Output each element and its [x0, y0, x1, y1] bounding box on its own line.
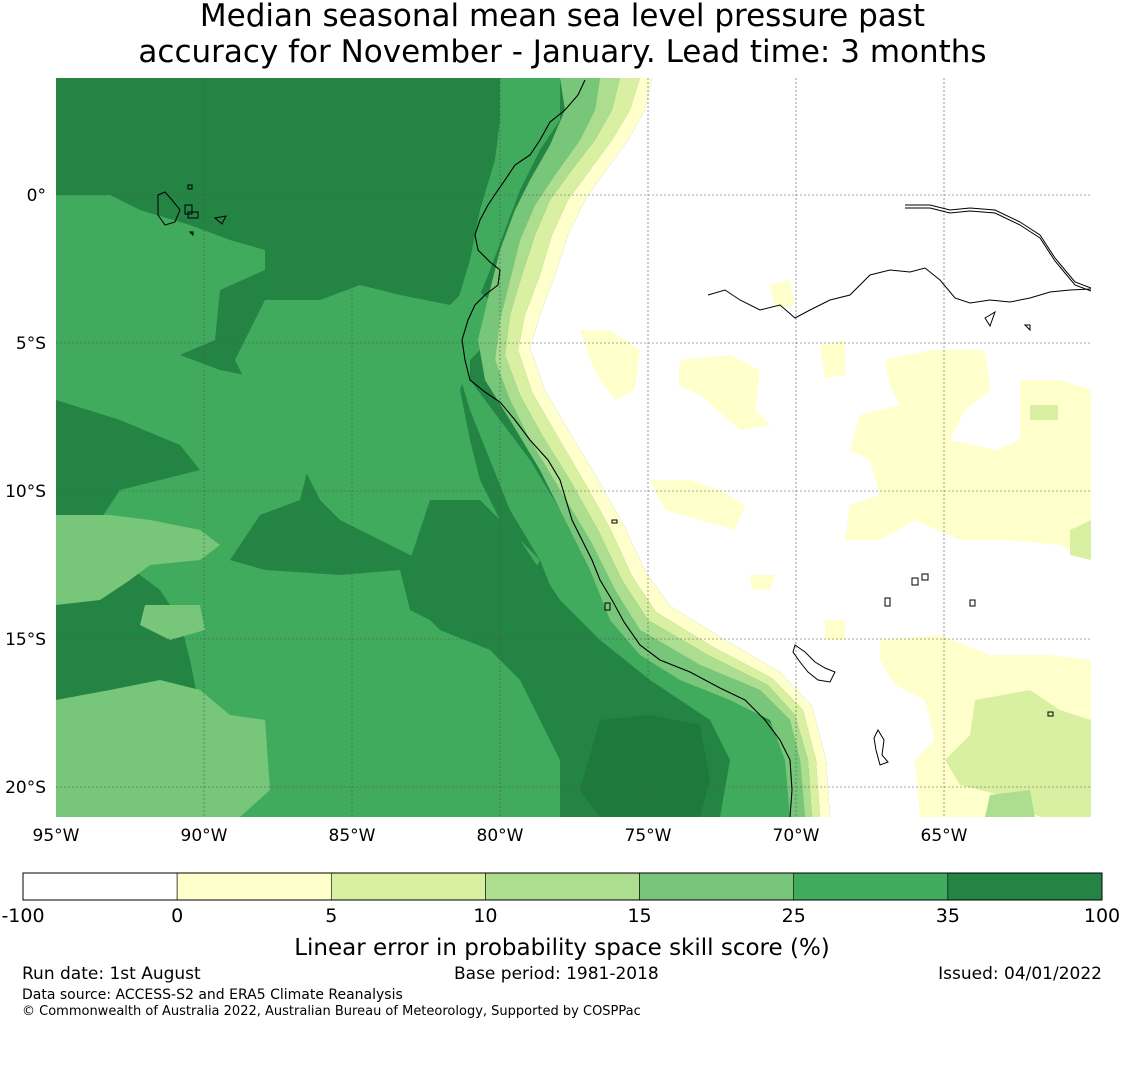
run-date: Run date: 1st August: [22, 964, 201, 984]
colorbar-segment: [176, 872, 332, 901]
colorbar-label: Linear error in probability space skill …: [294, 935, 830, 961]
skill-field-light-west: [56, 515, 220, 605]
skill-field-light-sw: [56, 680, 270, 817]
colorbar-segment: [22, 872, 178, 901]
lon-tick: 80°W: [477, 826, 524, 846]
colorbar-tick-label: 10: [473, 905, 497, 927]
skill-field-pale-p2: [1030, 405, 1058, 420]
colorbar-segment: [947, 872, 1103, 901]
lon-tick: 95°W: [33, 826, 80, 846]
colorbar-tick-label: 5: [325, 905, 337, 927]
galapagos-islands: [157, 184, 227, 237]
lat-tick: 10°S: [5, 482, 46, 502]
colorbar-segment: [485, 872, 640, 901]
issued-date: Issued: 04/01/2022: [938, 964, 1102, 984]
inland-lakes: [604, 310, 1054, 717]
lake-poopo: [873, 728, 889, 766]
colorbar-tick-label: 0: [171, 905, 183, 927]
base-period: Base period: 1981-2018: [454, 964, 659, 984]
skill-field-cream-p3: [820, 340, 845, 378]
colorbar-segment: [639, 872, 795, 901]
skill-field-cream-p4: [845, 350, 1091, 560]
lon-tick: 85°W: [329, 826, 376, 846]
map-area: [56, 78, 1091, 817]
gridlines: [56, 78, 1091, 817]
latitude-tick-labels: 0° 5°S 10°S 15°S 20°S: [5, 186, 46, 798]
title-line-1: Median seasonal mean sea level pressure …: [199, 0, 926, 34]
colorbar-segment: [330, 872, 486, 901]
longitude-tick-labels: 95°W 90°W 85°W 80°W 75°W 70°W 65°W: [33, 826, 968, 846]
skill-field-cream-p1: [580, 330, 640, 400]
skill-field-cream-p6: [750, 575, 775, 590]
colorbar-outline: [22, 872, 1103, 901]
lon-tick: 90°W: [181, 826, 228, 846]
lat-tick: 20°S: [5, 778, 46, 798]
skill-field-lighter-p1: [985, 790, 1035, 817]
lon-tick: 75°W: [625, 826, 672, 846]
colorbar-segment: [793, 872, 949, 901]
lat-tick: 5°S: [16, 334, 46, 354]
colorbar-tick-label: 100: [1084, 905, 1120, 927]
skill-field-pale-p3: [1070, 520, 1091, 560]
skill-field-cream-p9: [770, 280, 795, 308]
skill-field-cream-p2: [678, 355, 770, 430]
colorbar: -100 0 5 10 15 25 35 100: [1, 872, 1120, 927]
skill-field-cream-p5: [650, 480, 745, 530]
title-line-2: accuracy for November - January. Lead ti…: [138, 34, 987, 70]
lat-tick: 15°S: [5, 630, 46, 650]
skill-field-mid-west: [56, 195, 560, 817]
colorbar-tick-label: 25: [782, 905, 806, 927]
amazon-river: [707, 204, 1091, 319]
colorbar-tick-label: 35: [936, 905, 960, 927]
colorbar-tick-label: -100: [1, 905, 44, 927]
skill-field-light-mid: [140, 605, 205, 640]
colorbar-tick-label: 15: [627, 905, 651, 927]
lon-tick: 70°W: [773, 826, 820, 846]
lake-titicaca: [792, 644, 836, 683]
data-source: Data source: ACCESS-S2 and ERA5 Climate …: [22, 987, 403, 1003]
skill-field-cream-p7: [825, 620, 845, 640]
lon-tick: 65°W: [921, 826, 968, 846]
skill-field-pale-p1: [945, 690, 1091, 817]
lat-tick: 0°: [27, 186, 46, 206]
skill-field-very-dark: [580, 715, 710, 817]
copyright: © Commonwealth of Australia 2022, Austra…: [22, 1004, 641, 1019]
skill-field-white-east: [530, 78, 1091, 817]
coastline: [461, 79, 793, 817]
